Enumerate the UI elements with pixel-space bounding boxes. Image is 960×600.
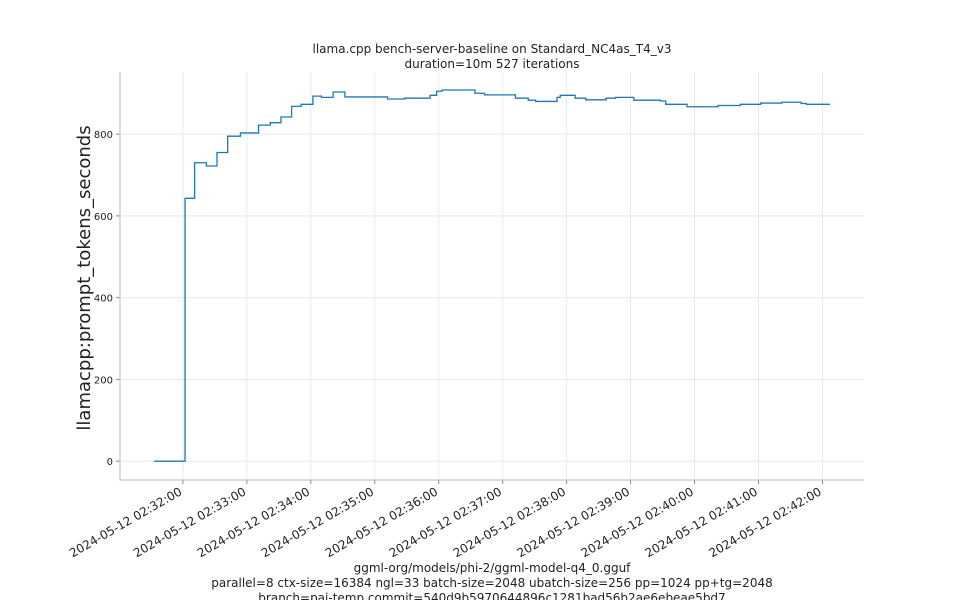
x-tick-label: 2024-05-12 02:36:00 — [323, 484, 440, 560]
x-tick-label: 2024-05-12 02:40:00 — [579, 484, 696, 560]
x-tick-label: 2024-05-12 02:42:00 — [707, 484, 824, 560]
y-tick-label: 600 — [94, 212, 113, 223]
footer-line: ggml-org/models/phi-2/ggml-model-q4_0.gg… — [354, 561, 632, 575]
x-tick-label: 2024-05-12 02:35:00 — [259, 484, 376, 560]
x-tick-label: 2024-05-12 02:33:00 — [131, 484, 248, 560]
chart-subtitle: duration=10m 527 iterations — [405, 57, 580, 71]
x-tick-label: 2024-05-12 02:38:00 — [451, 484, 568, 560]
y-tick-label: 800 — [94, 130, 113, 141]
y-tick-label: 0 — [107, 457, 113, 468]
y-tick-label: 200 — [94, 375, 113, 386]
footer-line: parallel=8 ctx-size=16384 ngl=33 batch-s… — [211, 576, 772, 590]
footer-line: branch=pai-temp commit=540d9b5970644896c… — [258, 591, 725, 600]
y-tick-label: 400 — [94, 294, 113, 305]
chart-title: llama.cpp bench-server-baseline on Stand… — [313, 42, 672, 56]
data-line — [154, 89, 830, 462]
y-axis-label: llamacpp:prompt_tokens_seconds — [74, 125, 95, 430]
x-tick-label: 2024-05-12 02:37:00 — [387, 484, 504, 560]
x-tick-label: 2024-05-12 02:39:00 — [515, 484, 632, 560]
x-tick-label: 2024-05-12 02:41:00 — [643, 484, 760, 560]
x-tick-label: 2024-05-12 02:34:00 — [195, 484, 312, 560]
x-tick-label: 2024-05-12 02:32:00 — [67, 484, 184, 560]
axes — [119, 72, 864, 481]
